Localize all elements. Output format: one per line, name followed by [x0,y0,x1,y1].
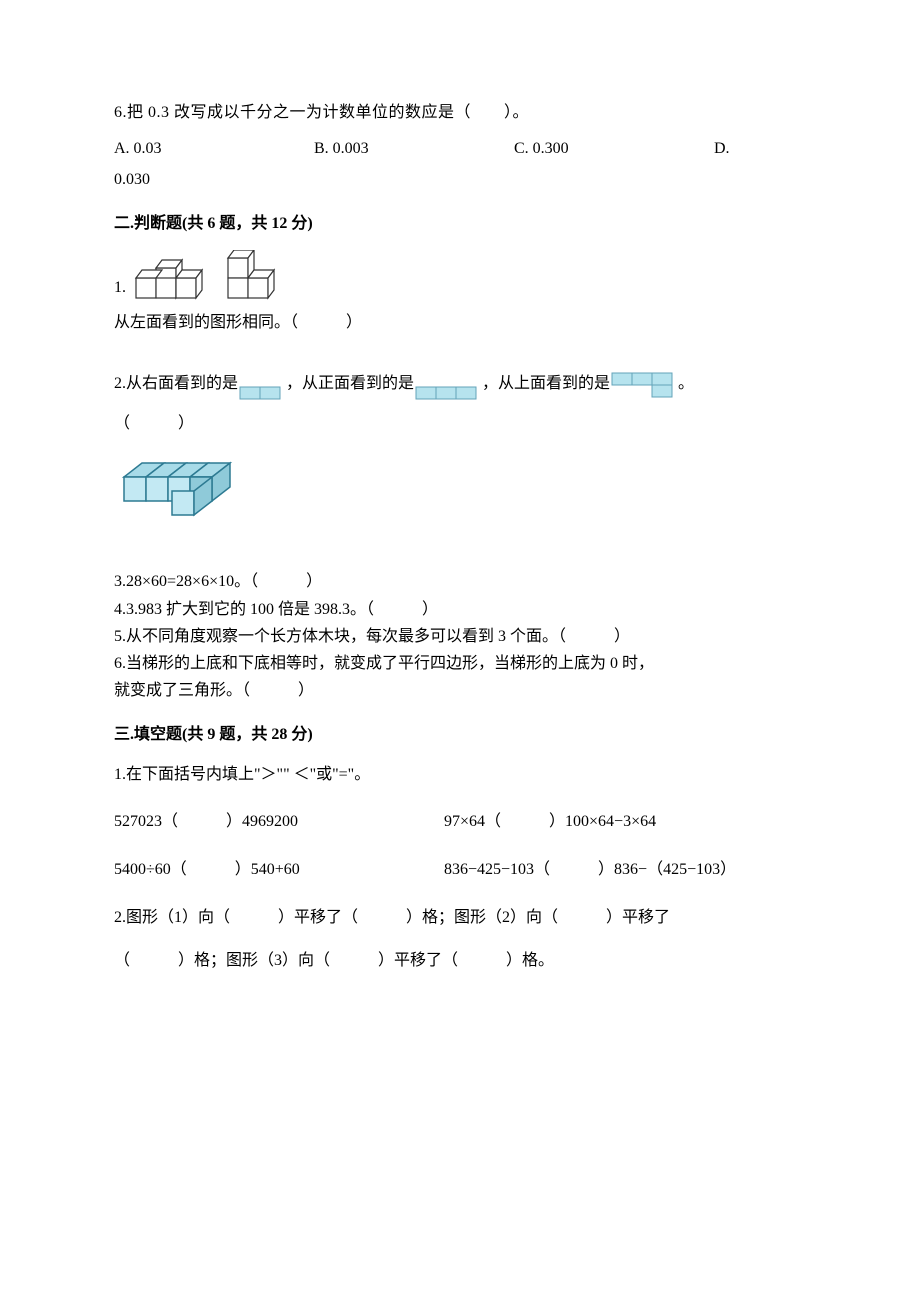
s2-q4-text: 4.3.983 扩大到它的 100 倍是 398.3。（ ） [114,596,806,623]
q6-option-a: A. 0.03 [114,136,314,162]
s3-q1-row2: 5400÷60（ ）540+60 836−425−103（ ）836−（425−… [114,857,806,883]
section-3-header: 三.填空题(共 9 题，共 28 分) [114,722,806,748]
question-6-text: 6.把 0.3 改写成以千分之一为计数单位的数应是（ ）。 [114,100,806,126]
cube-group-1 [130,250,218,300]
s3-q2-line1: 2.图形（1）向（ ）平移了（ ）格；图形（2）向（ ）平移了 [114,905,806,931]
question-6-options: A. 0.03 B. 0.003 C. 0.300 D. [114,136,806,162]
s3-q1-row2-right: 836−425−103（ ）836−（425−103） [444,857,736,883]
s2-q6-line2: 就变成了三角形。（ ） [114,677,806,704]
s2-q3-to-q6: 3.28×60=28×6×10。（ ） 4.3.983 扩大到它的 100 倍是… [114,568,806,704]
s2-q1-prefix: 1. [114,275,126,301]
s3-q1-row1-left: 527023（ ）4969200 [114,809,444,835]
s2-q2-part2: ，从正面看到的是 [286,366,414,401]
s2-q2-3d-figure [114,449,244,525]
s3-q1-row1-right: 97×64（ ）100×64−3×64 [444,809,656,835]
q6-option-d: D. [714,136,730,162]
s3-q1-row2-left: 5400÷60（ ）540+60 [114,857,444,883]
s3-q1-row1: 527023（ ）4969200 97×64（ ）100×64−3×64 [114,809,806,835]
s2-q1-block: 1. [114,250,806,336]
q6-option-c: C. 0.300 [514,136,714,162]
view-right-icon [238,375,286,401]
view-front-icon [414,375,482,401]
s2-q2-block: 2.从右面看到的是 ，从正面看到的是 ，从上面看到的是 [114,366,806,533]
s2-q1-text: 从左面看到的图形相同。（ ） [114,310,806,336]
s2-q2-part4: 。 [678,366,694,401]
view-top-icon [610,371,678,401]
s2-q2-part3: ，从上面看到的是 [482,366,610,401]
s2-q5-text: 5.从不同角度观察一个长方体木块，每次最多可以看到 3 个面。（ ） [114,623,806,650]
s3-q2-line2: （ ）格；图形（3）向（ ）平移了（ ）格。 [114,948,806,974]
q6-option-d-wrap: 0.030 [114,167,806,193]
q6-option-b: B. 0.003 [314,136,514,162]
s2-q6-line1: 6.当梯形的上底和下底相等时，就变成了平行四边形，当梯形的上底为 0 时， [114,650,806,677]
cube-group-2 [222,250,292,300]
s2-q2-paren: （ ） [114,411,806,437]
s2-q3-text: 3.28×60=28×6×10。（ ） [114,568,806,595]
s2-q2-part1: 2.从右面看到的是 [114,366,238,401]
section-2-header: 二.判断题(共 6 题，共 12 分) [114,211,806,237]
s3-q1-intro: 1.在下面括号内填上"＞"" ＜"或"="。 [114,762,806,788]
